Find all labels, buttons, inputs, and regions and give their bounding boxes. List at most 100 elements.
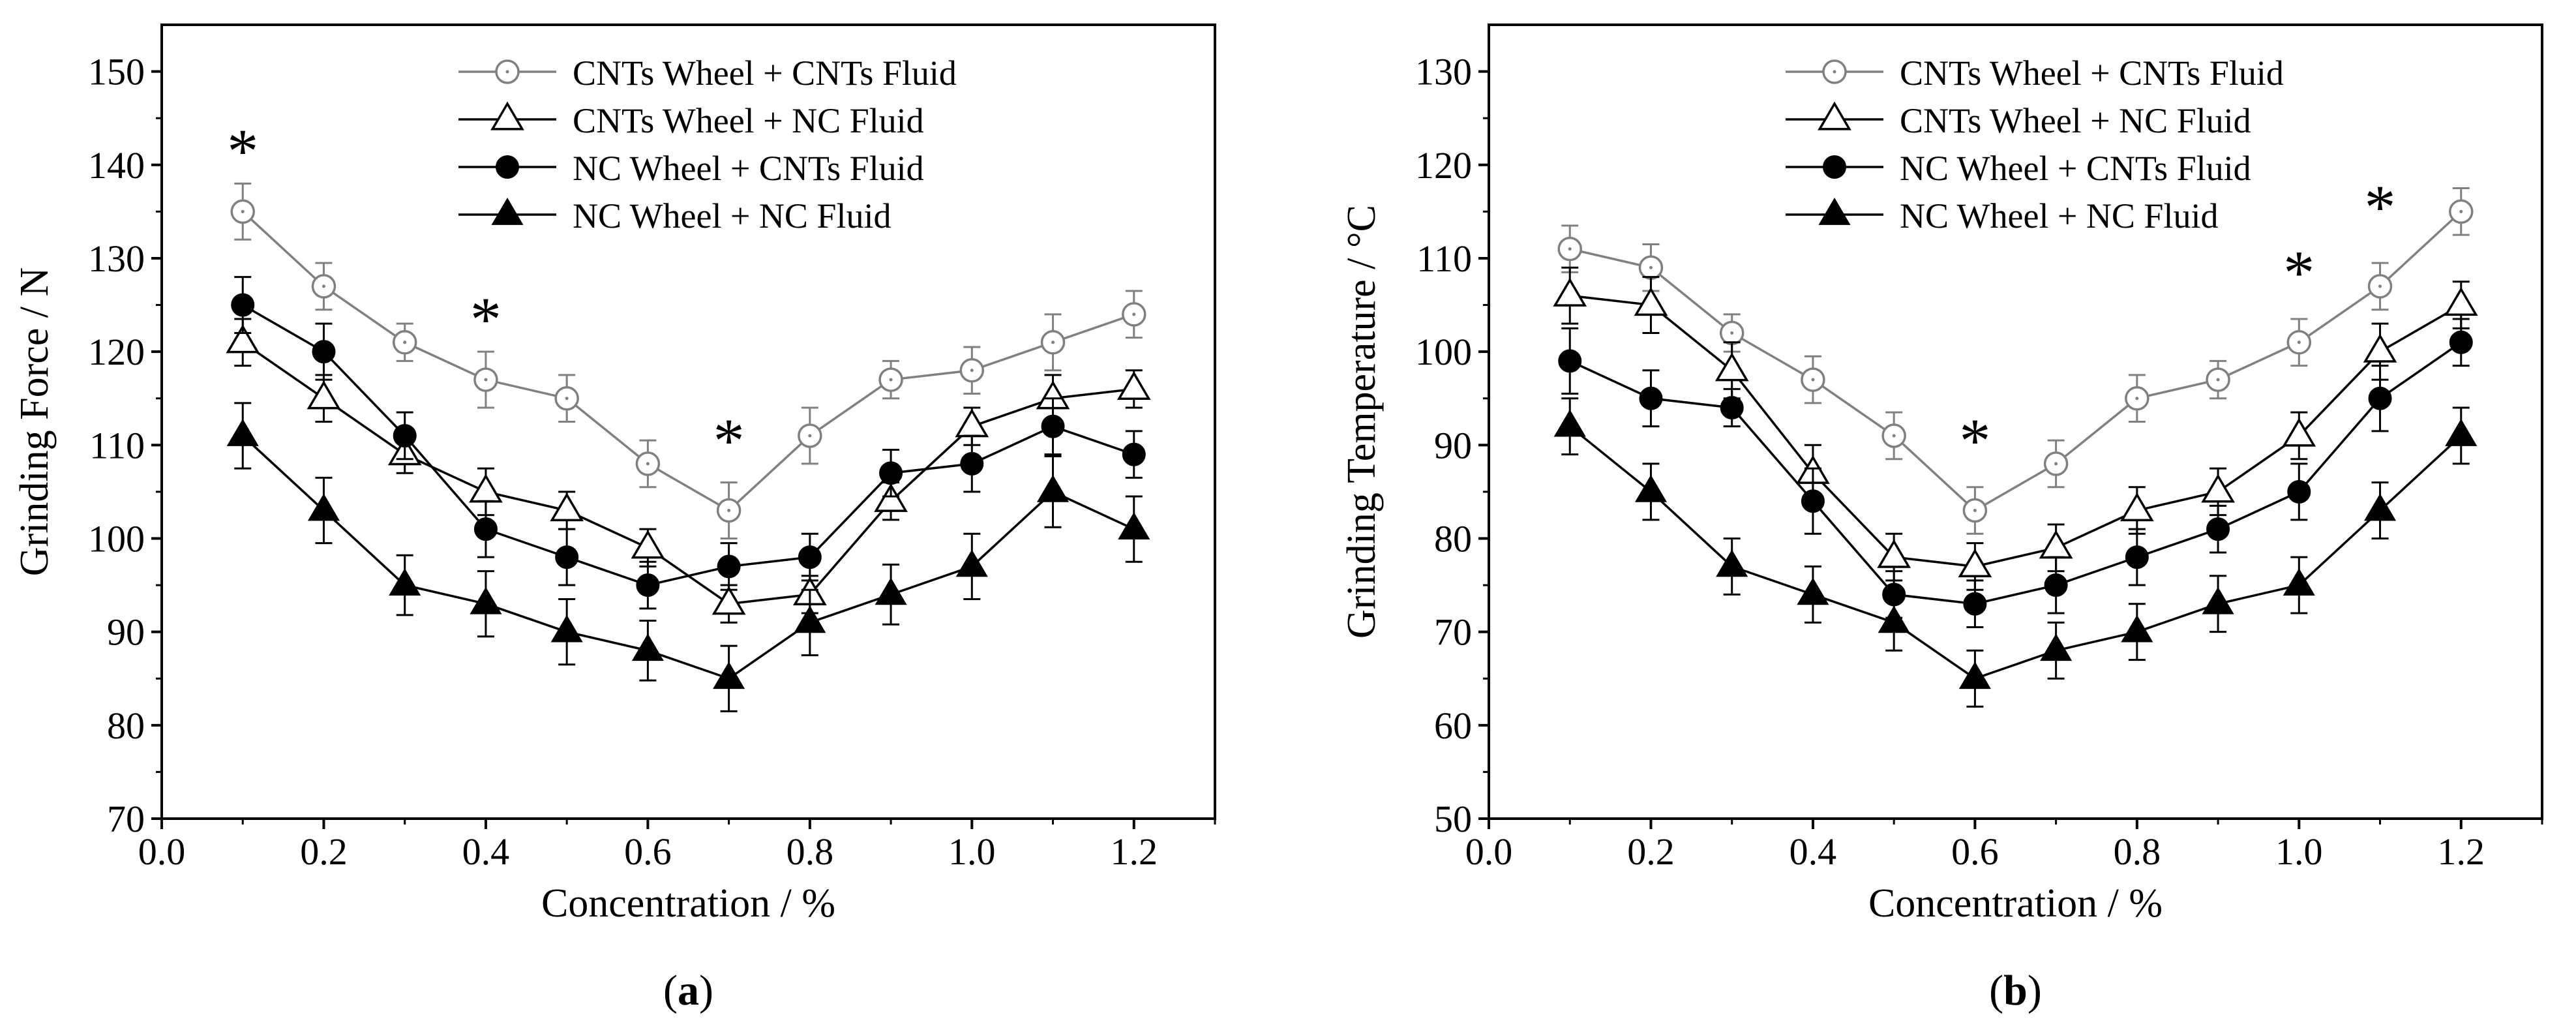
legend: CNTs Wheel + CNTs Fluid CNTs Wheel + NC F… (1786, 53, 2284, 235)
data-point-marker (1720, 396, 1744, 420)
legend-marker (496, 155, 519, 179)
data-point-marker (2121, 614, 2153, 643)
legend-marker-center-dot (1833, 70, 1836, 74)
legend-marker (491, 198, 524, 225)
y-tick-label: 100 (1415, 331, 1472, 373)
data-point-marker (1116, 371, 1151, 401)
data-point-marker (2201, 474, 2235, 503)
x-tick-label: 0.6 (1951, 830, 1999, 873)
legend-marker-center-dot (505, 70, 509, 74)
data-point-marker (1797, 577, 1829, 605)
data-point-marker-center-dot (889, 378, 893, 382)
series-line (242, 341, 1134, 605)
data-point-marker (1036, 474, 1070, 502)
data-point-marker (312, 340, 336, 364)
series-line (242, 434, 1135, 680)
legend-label: NC Wheel + CNTs Fluid (1900, 149, 2251, 188)
panel-label: (b) (1989, 967, 2042, 1014)
series-3 (226, 402, 1150, 712)
legend-marker (1818, 101, 1851, 130)
data-point-marker (393, 423, 417, 447)
series-1 (1553, 266, 2478, 591)
legend-label: CNTs Wheel + NC Fluid (573, 101, 924, 140)
data-point-marker (2044, 573, 2068, 598)
data-point-marker (631, 633, 664, 661)
data-point-marker (875, 577, 907, 605)
data-point-marker (1041, 414, 1065, 438)
y-tick-label: 90 (1434, 424, 1472, 466)
data-point-marker-center-dot (241, 209, 245, 213)
series-line (242, 304, 1135, 586)
data-point-marker (550, 614, 583, 643)
series-line (1570, 294, 2462, 568)
data-point-marker-center-dot (2378, 284, 2382, 288)
y-tick-label: 80 (1434, 517, 1472, 560)
series-0 (230, 182, 1146, 539)
x-tick-label: 1.2 (2438, 830, 2485, 873)
y-tick-label: 120 (1415, 144, 1472, 187)
data-point-marker (2287, 479, 2311, 504)
data-point-marker (636, 573, 660, 598)
data-point-marker (1558, 349, 1582, 373)
data-point-marker (2040, 633, 2073, 661)
y-axis-label: Grinding Temperature / °C (1340, 205, 1384, 639)
data-point-marker-center-dot (2216, 378, 2220, 382)
y-tick-label: 150 (88, 51, 145, 93)
data-point-marker-center-dot (1973, 509, 1977, 513)
legend-label: CNTs Wheel + NC Fluid (1900, 101, 2251, 140)
data-point-marker (2039, 530, 2073, 559)
data-point-marker (2283, 568, 2315, 596)
legend-item: NC Wheel + CNTs Fluid (1786, 149, 2251, 188)
x-tick-label: 0.4 (1790, 830, 1837, 873)
significance-asterisk: * (227, 116, 258, 186)
data-point-marker-center-dot (403, 341, 407, 344)
plot-frame (160, 23, 1216, 820)
data-point-marker (2444, 287, 2478, 316)
series-2 (231, 276, 1146, 610)
data-point-marker (2206, 517, 2230, 541)
y-tick-label: 90 (107, 611, 145, 654)
data-point-marker (2368, 386, 2392, 410)
series-line (1569, 425, 2462, 680)
data-point-marker (960, 451, 984, 476)
data-point-marker-center-dot (484, 378, 488, 382)
panel-a-grinding-force-chart: 0.0 0.2 0.4 0.6 0.8 1.0 1.2 70 80 90 100 110 120 130 1… (12, 23, 1216, 1014)
data-point-marker (1715, 352, 1749, 382)
data-point-marker (1716, 549, 1748, 577)
data-point-marker-center-dot (2135, 397, 2139, 401)
significance-asterisk: * (713, 406, 745, 476)
data-point-marker-center-dot (2054, 462, 2058, 466)
data-point-marker (879, 461, 903, 485)
x-tick-label: 0.4 (462, 830, 510, 873)
legend-item: NC Wheel + NC Fluid (458, 196, 891, 235)
legend-label: CNTs Wheel + CNTs Fluid (573, 53, 957, 93)
data-point-marker-center-dot (646, 462, 650, 466)
data-point-marker-center-dot (1730, 331, 1734, 335)
data-point-marker-center-dot (1649, 265, 1653, 269)
data-point-marker (469, 474, 503, 503)
data-point-marker (713, 661, 745, 689)
y-tick-label: 70 (1434, 611, 1472, 654)
data-point-marker (226, 418, 259, 446)
significance-asterisk: * (470, 284, 502, 354)
data-point-marker-center-dot (1051, 341, 1055, 344)
legend-marker (1823, 155, 1846, 179)
data-point-marker (1634, 287, 1668, 316)
legend: CNTs Wheel + CNTs Fluid CNTs Wheel + NC F… (458, 53, 957, 235)
legend-item: NC Wheel + NC Fluid (1786, 196, 2218, 235)
legend-marker (1818, 198, 1851, 225)
data-point-marker (874, 483, 908, 512)
series-line (1569, 211, 2462, 512)
data-point-marker (2125, 545, 2149, 569)
series-2 (1558, 318, 2473, 628)
x-axis-label: Concentration / % (1868, 881, 2163, 926)
data-point-marker (2119, 492, 2154, 522)
data-point-marker-center-dot (808, 434, 812, 438)
x-tick-label: 0.8 (786, 830, 834, 873)
data-point-marker (1963, 592, 1987, 616)
data-point-marker (2363, 333, 2397, 363)
y-tick-label: 50 (1434, 798, 1472, 840)
data-point-marker (717, 554, 741, 579)
legend-label: NC Wheel + CNTs Fluid (573, 149, 924, 188)
data-point-marker (1801, 489, 1825, 513)
